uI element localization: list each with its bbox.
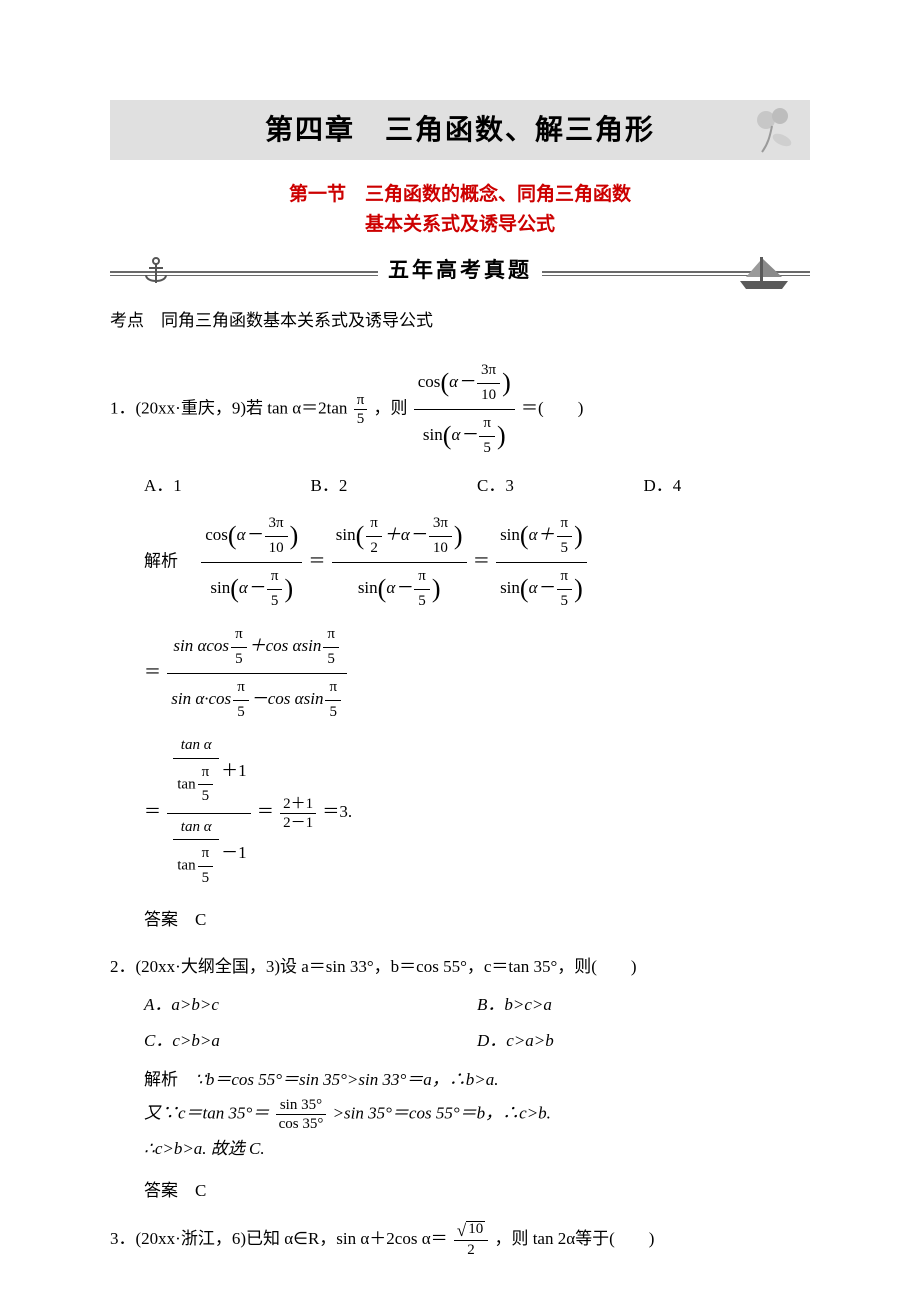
q2-stem: 2．(20xx·大纲全国，3)设 a＝sin 33°，b＝cos 55°，c＝t… bbox=[110, 957, 637, 976]
q3-post: ，则 tan 2α等于( ) bbox=[494, 1229, 654, 1248]
q1-opt-b: B．2 bbox=[311, 470, 478, 502]
q1-opt-c: C．3 bbox=[477, 470, 644, 502]
q1-preface-tail: ，则 bbox=[374, 398, 412, 417]
q1-opt-a: A．1 bbox=[144, 470, 311, 502]
chapter-banner: 第四章 三角函数、解三角形 bbox=[110, 100, 810, 160]
problem-2: 2．(20xx·大纲全国，3)设 a＝sin 33°，b＝cos 55°，c＝t… bbox=[110, 951, 810, 983]
section-title-line2: 基本关系式及诱导公式 bbox=[365, 214, 555, 235]
q2-frac: sin 35° cos 35° bbox=[276, 1096, 327, 1133]
q2-solution-l3: ∴c>b>a. 故选 C. bbox=[110, 1133, 810, 1165]
q1-options: A．1 B．2 C．3 D．4 bbox=[110, 470, 810, 502]
q2-opt-d: D．c>a>b bbox=[477, 1025, 810, 1057]
problem-1: 1．(20xx·重庆，9)若 tan α＝2tan π 5 ，则 cos(α－3… bbox=[110, 357, 810, 462]
section-title: 第一节 三角函数的概念、同角三角函数 基本关系式及诱导公式 bbox=[110, 180, 810, 241]
q1-tail: ＝( ) bbox=[521, 398, 583, 417]
q1-main-fraction: cos(α－3π10) sin(α－π5) bbox=[414, 357, 515, 462]
q2-opt-a: A．a>b>c bbox=[144, 989, 477, 1021]
q1-solution-step1: 解析 cos(α－3π10) sin(α－π5) ＝ sin(π2＋α－3π10… bbox=[144, 510, 810, 615]
divider: 五年高考真题 bbox=[110, 251, 810, 291]
q3-pre: 3．(20xx·浙江，6)已知 α∈R，sin α＋2cos α＝ bbox=[110, 1229, 448, 1248]
anchor-icon bbox=[140, 255, 172, 287]
q3-frac: √10 2 bbox=[454, 1221, 488, 1259]
chapter-title: 第四章 三角函数、解三角形 bbox=[265, 103, 655, 156]
q1-opt-d: D．4 bbox=[644, 470, 811, 502]
problem-3: 3．(20xx·浙江，6)已知 α∈R，sin α＋2cos α＝ √10 2 … bbox=[110, 1221, 810, 1259]
page: 第四章 三角函数、解三角形 第一节 三角函数的概念、同角三角函数 基本关系式及诱… bbox=[0, 0, 920, 1303]
q1-answer: 答案 C bbox=[110, 904, 810, 936]
ship-icon bbox=[736, 251, 792, 291]
topic-label: 考点 同角三角函数基本关系式及诱导公式 bbox=[110, 305, 810, 337]
section-title-line1: 第一节 三角函数的概念、同角三角函数 bbox=[289, 184, 631, 205]
q2-solution-l2: 又∵c＝tan 35°＝ sin 35° cos 35° >sin 35°＝co… bbox=[110, 1096, 810, 1133]
q2-opt-b: B．b>c>a bbox=[477, 989, 810, 1021]
q1-solution-step3: ＝ tan α tanπ5 ＋1 tan α tanπ5 －1 ＝ 2＋1 2－… bbox=[144, 732, 810, 894]
q2-options: A．a>b>c B．b>c>a C．c>b>a D．c>a>b bbox=[110, 987, 810, 1060]
q2-solution-l1: 解析 ∵b＝cos 55°＝sin 35°>sin 33°＝a，∴b>a. bbox=[110, 1064, 810, 1096]
frac-pi-5: π 5 bbox=[354, 391, 368, 428]
q2-opt-c: C．c>b>a bbox=[144, 1025, 477, 1057]
q1-solution-step2: ＝ sin αcosπ5＋cos αsinπ5 sin α·cosπ5－cos … bbox=[144, 621, 810, 726]
q1-preface: 1．(20xx·重庆，9)若 tan α＝2tan bbox=[110, 398, 352, 417]
q2-answer: 答案 C bbox=[110, 1175, 810, 1207]
solution-label: 解析 bbox=[144, 552, 195, 571]
flower-decor-icon bbox=[748, 106, 798, 154]
divider-title: 五年高考真题 bbox=[378, 251, 542, 291]
